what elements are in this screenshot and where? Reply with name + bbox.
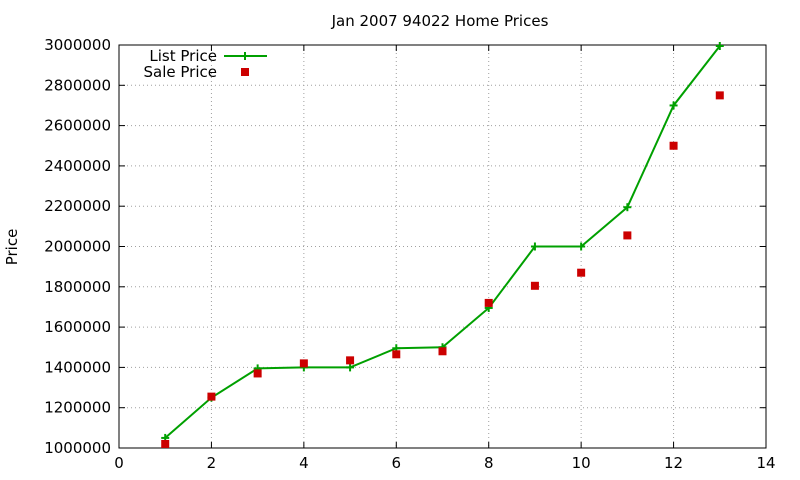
sale-price-point <box>161 439 170 448</box>
y-tick-label: 2800000 <box>44 76 111 94</box>
y-tick-label: 2200000 <box>44 197 111 215</box>
legend-sale-price-marker <box>241 68 249 76</box>
x-tick-label: 8 <box>484 454 494 472</box>
list-price-point <box>623 203 632 212</box>
sale-price-point <box>715 91 724 100</box>
series-layer <box>161 42 724 448</box>
legend-sale-price-label: Sale Price <box>144 63 217 81</box>
y-tick-label: 3000000 <box>44 36 111 54</box>
list-price-point <box>530 242 539 251</box>
legend-list-price-label: List Price <box>149 47 217 65</box>
y-tick-label: 2400000 <box>44 157 111 175</box>
y-tick-label: 1000000 <box>44 439 111 457</box>
list-price-line <box>164 45 721 439</box>
y-tick-label: 2600000 <box>44 117 111 135</box>
x-tick-label: 10 <box>572 454 591 472</box>
list-price-point <box>346 363 355 372</box>
y-tick-label: 1600000 <box>44 318 111 336</box>
x-tick-label: 2 <box>207 454 217 472</box>
sale-price-point <box>346 356 355 365</box>
sale-price-point <box>253 369 262 378</box>
sale-price-point <box>392 350 401 359</box>
plot-frame <box>118 44 767 449</box>
sale-price-point <box>438 347 447 356</box>
grid <box>119 45 766 448</box>
legend-square-marker <box>241 68 249 76</box>
x-ticks: 0 2 4 6 8 10 12 14 <box>114 45 776 472</box>
chart-title: Jan 2007 94022 Home Prices <box>331 12 549 30</box>
list-price-point <box>577 242 586 251</box>
y-tick-label: 1400000 <box>44 358 111 376</box>
legend-list-price-marker <box>241 52 249 60</box>
y-tick-label: 1200000 <box>44 399 111 417</box>
list-price-point <box>715 42 724 51</box>
x-tick-label: 4 <box>299 454 309 472</box>
list-price-point <box>669 101 678 110</box>
sale-price-point <box>623 231 632 240</box>
sale-price-point <box>530 281 539 290</box>
x-tick-label: 0 <box>114 454 124 472</box>
sale-price-point <box>669 141 678 150</box>
x-tick-label: 6 <box>392 454 402 472</box>
sale-price-point <box>577 268 586 277</box>
x-tick-label: 14 <box>756 454 775 472</box>
legend-plus-marker <box>241 52 249 60</box>
y-ticks: 1000000 1200000 1400000 1600000 1800000 20000… <box>44 36 766 457</box>
y-tick-label: 1800000 <box>44 278 111 296</box>
y-tick-label: 2000000 <box>44 238 111 256</box>
sale-price-point <box>299 359 308 368</box>
x-tick-label: 12 <box>664 454 683 472</box>
sale-price-point <box>484 298 493 307</box>
y-axis-label: Price <box>3 229 21 266</box>
sale-price-point <box>207 392 216 401</box>
legend: List Price Sale Price <box>144 47 267 81</box>
